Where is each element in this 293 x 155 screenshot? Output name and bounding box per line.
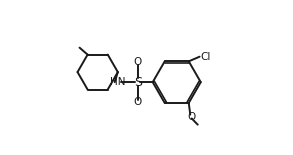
Text: O: O xyxy=(134,97,142,107)
Text: O: O xyxy=(187,112,195,122)
Text: S: S xyxy=(134,76,142,89)
Text: O: O xyxy=(134,57,142,67)
Text: HN: HN xyxy=(110,77,126,87)
Text: Cl: Cl xyxy=(200,52,211,62)
